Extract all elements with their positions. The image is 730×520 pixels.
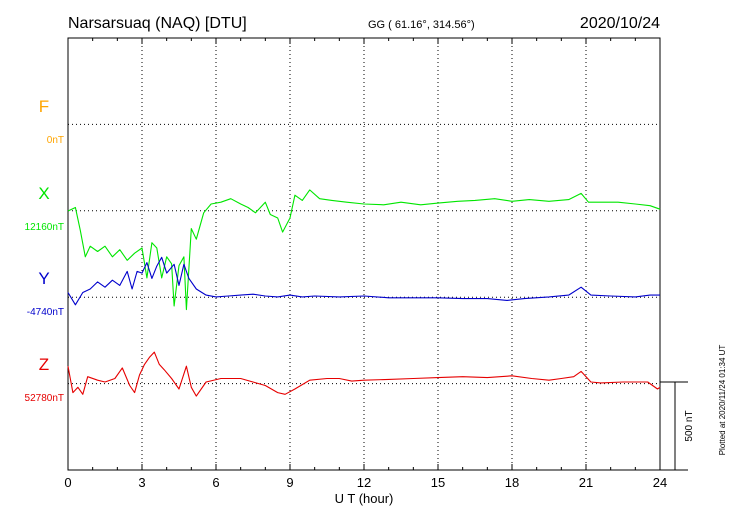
series-line-y bbox=[67, 256, 660, 306]
x-tick-label: 0 bbox=[64, 475, 71, 490]
component-labels: F 0nT X 12160nT Y -4740nT Z 52780nT bbox=[25, 97, 64, 404]
plotted-at-note: Plotted at 2020/11/24 01:34 UT bbox=[718, 345, 727, 456]
baseline-label-z: 52780nT bbox=[25, 393, 64, 404]
scale-bar: 500 nT bbox=[660, 381, 695, 471]
series-line-x bbox=[67, 189, 661, 311]
x-tick-label: 24 bbox=[653, 475, 667, 490]
x-tick-label: 9 bbox=[286, 475, 293, 490]
baseline-label-f: 0nT bbox=[47, 135, 64, 146]
component-name-x: X bbox=[38, 184, 49, 203]
grid bbox=[67, 38, 661, 470]
station-title: Narsarsuaq (NAQ) [DTU] bbox=[68, 15, 247, 32]
component-name-f: F bbox=[39, 97, 49, 116]
x-tick-labels: 0 3 6 9 12 15 18 21 24 bbox=[64, 475, 667, 490]
component-name-z: Z bbox=[39, 355, 49, 374]
coordinates-label: GG ( 61.16°, 314.56°) bbox=[368, 19, 475, 31]
component-name-y: Y bbox=[38, 269, 49, 288]
x-tick-label: 21 bbox=[579, 475, 593, 490]
baseline-label-x: 12160nT bbox=[25, 222, 64, 233]
x-tick-label: 18 bbox=[505, 475, 519, 490]
x-tick-label: 15 bbox=[431, 475, 445, 490]
x-tick-label: 6 bbox=[212, 475, 219, 490]
series-line-z bbox=[67, 351, 661, 397]
x-tick-label: 12 bbox=[357, 475, 371, 490]
x-axis-label: U T (hour) bbox=[335, 491, 394, 506]
scale-bar-label: 500 nT bbox=[684, 410, 695, 441]
date-label: 2020/10/24 bbox=[580, 15, 660, 32]
baseline-label-y: -4740nT bbox=[27, 307, 64, 318]
plot-frame bbox=[67, 37, 661, 471]
x-tick-label: 3 bbox=[138, 475, 145, 490]
series-lines bbox=[67, 189, 661, 397]
